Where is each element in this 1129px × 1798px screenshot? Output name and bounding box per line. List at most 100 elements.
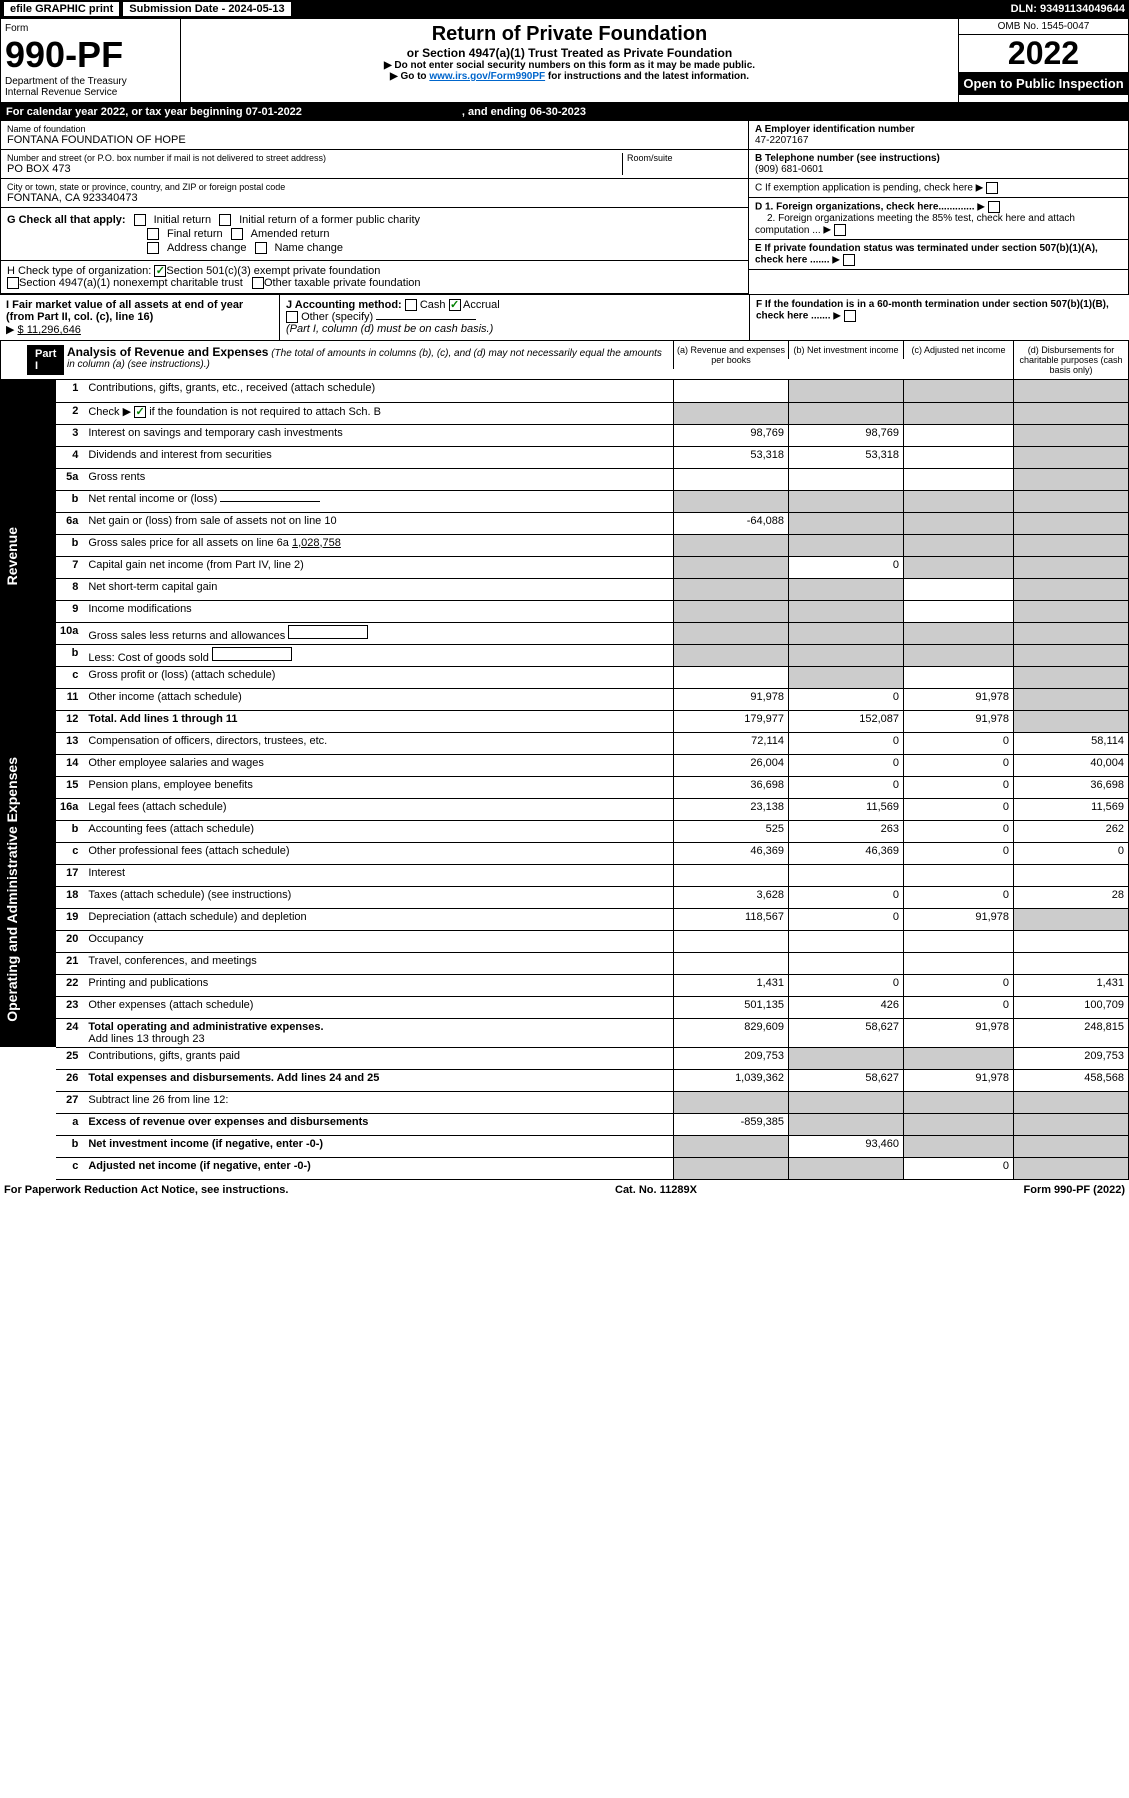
checkbox-c[interactable]: [986, 182, 998, 194]
checkbox-f[interactable]: [844, 310, 856, 322]
line-4-desc: Dividends and interest from securities: [84, 446, 673, 468]
checkbox-accrual[interactable]: [449, 299, 461, 311]
checkbox-d2[interactable]: [834, 224, 846, 236]
header: Form 990-PF Department of the Treasury I…: [0, 18, 1129, 103]
line-10a-desc: Gross sales less returns and allowances: [84, 622, 673, 644]
line-12-b: 152,087: [789, 710, 904, 732]
form-number: 990-PF: [5, 34, 176, 76]
g-final: Final return: [167, 228, 223, 240]
checkbox-initial[interactable]: [134, 214, 146, 226]
dept: Department of the Treasury: [5, 76, 176, 87]
d2-label: 2. Foreign organizations meeting the 85%…: [755, 213, 1075, 236]
line-14-desc: Other employee salaries and wages: [84, 754, 673, 776]
line-5b-desc: Net rental income or (loss): [84, 490, 673, 512]
line-18-c: 0: [904, 886, 1014, 908]
checkbox-4947[interactable]: [7, 277, 19, 289]
form-title: Return of Private Foundation: [185, 23, 954, 46]
line-1-desc: Contributions, gifts, grants, etc., rece…: [84, 380, 673, 402]
line-16b-a: 525: [674, 820, 789, 842]
line-15-c: 0: [904, 776, 1014, 798]
g-label: G Check all that apply:: [7, 214, 126, 226]
h-opt2: Section 4947(a)(1) nonexempt charitable …: [19, 277, 243, 289]
instr2-post: for instructions and the latest informat…: [545, 71, 749, 82]
line-25-d: 209,753: [1014, 1047, 1129, 1069]
checkbox-501c3[interactable]: [154, 265, 166, 277]
line-18-a: 3,628: [674, 886, 789, 908]
checkbox-schb[interactable]: [134, 406, 146, 418]
checkbox-e[interactable]: [843, 254, 855, 266]
line-23-desc: Other expenses (attach schedule): [84, 996, 673, 1018]
line-16a-c: 0: [904, 798, 1014, 820]
line-11-a: 91,978: [674, 688, 789, 710]
irs-link[interactable]: www.irs.gov/Form990PF: [429, 71, 545, 82]
line-20-desc: Occupancy: [84, 930, 673, 952]
line-23-b: 426: [789, 996, 904, 1018]
checkbox-cash[interactable]: [405, 299, 417, 311]
line-18-desc: Taxes (attach schedule) (see instruction…: [84, 886, 673, 908]
line-15-desc: Pension plans, employee benefits: [84, 776, 673, 798]
checkbox-addr-change[interactable]: [147, 242, 159, 254]
table-row: 21Travel, conferences, and meetings: [0, 952, 1129, 974]
line-27c-desc: Adjusted net income (if negative, enter …: [84, 1157, 673, 1179]
table-row: bLess: Cost of goods sold: [0, 644, 1129, 666]
table-row: cOther professional fees (attach schedul…: [0, 842, 1129, 864]
line-3-a: 98,769: [674, 424, 789, 446]
i-value: $ 11,296,646: [18, 324, 81, 336]
form-subtitle: or Section 4947(a)(1) Trust Treated as P…: [185, 46, 954, 60]
ein-cell: A Employer identification number 47-2207…: [749, 121, 1128, 150]
table-row: 19Depreciation (attach schedule) and dep…: [0, 908, 1129, 930]
col-b-header: (b) Net investment income: [788, 341, 903, 359]
header-center: Return of Private Foundation or Section …: [181, 19, 958, 102]
checkbox-final[interactable]: [147, 228, 159, 240]
line-26-d: 458,568: [1014, 1069, 1129, 1091]
line-27b-b: 93,460: [789, 1135, 904, 1157]
col-a-header: (a) Revenue and expenses per books: [673, 341, 788, 369]
phone: (909) 681-0601: [755, 164, 823, 175]
line-10c-desc: Gross profit or (loss) (attach schedule): [84, 666, 673, 688]
j-accrual: Accrual: [463, 299, 500, 311]
line-2-desc: Check ▶ if the foundation is not require…: [84, 402, 673, 424]
line-21-desc: Travel, conferences, and meetings: [84, 952, 673, 974]
col-c-header: (c) Adjusted net income: [903, 341, 1013, 359]
line-27a-a: -859,385: [674, 1113, 789, 1135]
phone-label: B Telephone number (see instructions): [755, 153, 940, 164]
line-17-desc: Interest: [84, 864, 673, 886]
room-label: Room/suite: [627, 153, 742, 163]
h-section: H Check type of organization: Section 50…: [1, 261, 748, 294]
line-23-c: 0: [904, 996, 1014, 1018]
g-name-change: Name change: [275, 242, 344, 254]
checkbox-d1[interactable]: [988, 201, 1000, 213]
line-19-c: 91,978: [904, 908, 1014, 930]
line-6a-a: -64,088: [674, 512, 789, 534]
city: FONTANA, CA 923340473: [7, 192, 742, 204]
g-initial: Initial return: [154, 214, 211, 226]
part1-title: Analysis of Revenue and Expenses: [67, 345, 268, 359]
table-row: 3Interest on savings and temporary cash …: [0, 424, 1129, 446]
checkbox-initial-former[interactable]: [219, 214, 231, 226]
h-opt1: Section 501(c)(3) exempt private foundat…: [166, 265, 380, 277]
table-row: bNet investment income (if negative, ent…: [0, 1135, 1129, 1157]
checkbox-amended[interactable]: [231, 228, 243, 240]
checkbox-other-method[interactable]: [286, 311, 298, 323]
table-row: 15Pension plans, employee benefits36,698…: [0, 776, 1129, 798]
line-11-c: 91,978: [904, 688, 1014, 710]
table-row: 17Interest: [0, 864, 1129, 886]
expenses-side-label: Operating and Administrative Expenses: [4, 757, 20, 1022]
line-3-b: 98,769: [789, 424, 904, 446]
line-22-a: 1,431: [674, 974, 789, 996]
table-row: 25Contributions, gifts, grants paid209,7…: [0, 1047, 1129, 1069]
address-cell: Number and street (or P.O. box number if…: [1, 150, 748, 179]
j-cash: Cash: [420, 299, 446, 311]
line-27b-desc: Net investment income (if negative, ente…: [84, 1135, 673, 1157]
line-9-desc: Income modifications: [84, 600, 673, 622]
dln: DLN: 93491134049644: [1011, 3, 1125, 15]
col-d-header: (d) Disbursements for charitable purpose…: [1013, 341, 1128, 379]
checkbox-name-change[interactable]: [255, 242, 267, 254]
line-15-a: 36,698: [674, 776, 789, 798]
table-row: 11Other income (attach schedule)91,97809…: [0, 688, 1129, 710]
name-label: Name of foundation: [7, 124, 742, 134]
line-6b-val: 1,028,758: [292, 537, 341, 549]
checkbox-other-tax[interactable]: [252, 277, 264, 289]
line-23-a: 501,135: [674, 996, 789, 1018]
line-24-d: 248,815: [1014, 1018, 1129, 1047]
